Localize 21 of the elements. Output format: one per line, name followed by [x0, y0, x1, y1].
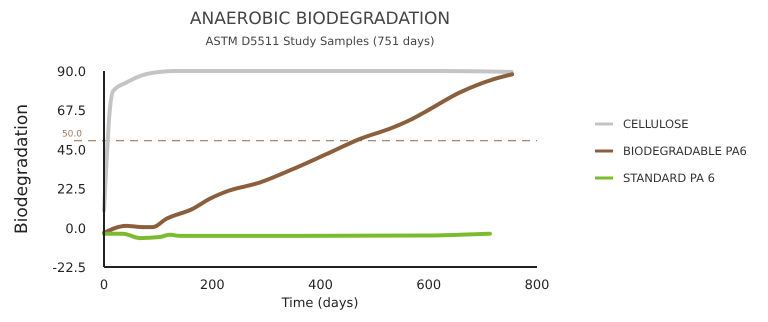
ref-line-label: 50.0	[62, 130, 82, 140]
legend-label: BIODEGRADABLE PA6	[623, 144, 747, 158]
x-tick-label: 600	[416, 278, 442, 293]
y-tick-label: 90.0	[57, 65, 86, 80]
x-tick-label: 200	[200, 278, 225, 293]
line-series	[102, 69, 514, 212]
chart-subtitle: ASTM D5511 Study Samples (751 days)	[206, 34, 434, 48]
x-tick-label: 0	[100, 278, 108, 293]
x-tick-label: 800	[524, 278, 550, 293]
y-axis-title: Biodegradation	[12, 104, 32, 234]
x-axis-title: Time (days)	[280, 296, 358, 311]
chart-title: ANAEROBIC BIODEGRADATION	[190, 9, 450, 29]
y-tick-label: -22.5	[52, 261, 86, 276]
x-tick-label: 400	[308, 278, 333, 293]
legend-label: CELLULOSE	[623, 117, 689, 131]
legend-label: STANDARD PA 6	[623, 171, 715, 185]
line-series	[102, 72, 514, 235]
y-tick-label: 45.0	[57, 143, 86, 158]
y-tick-label: 67.5	[57, 104, 86, 120]
y-tick-label: 0.0	[65, 222, 86, 237]
y-tick-label: 22.5	[57, 182, 86, 198]
